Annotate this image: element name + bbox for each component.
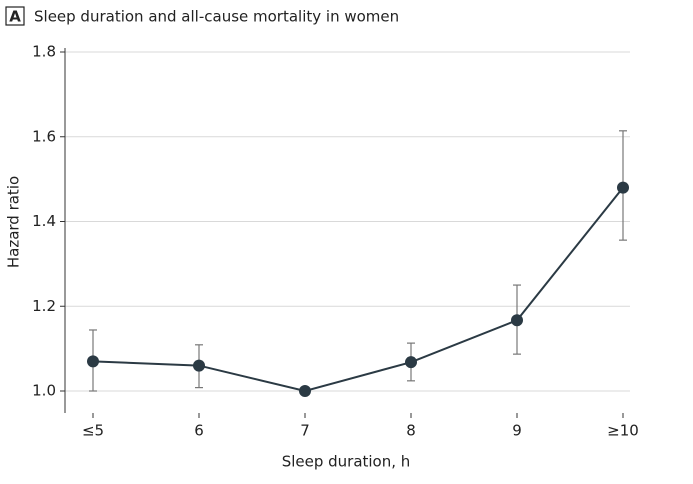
line — [92, 186, 624, 393]
point — [87, 355, 99, 368]
point — [617, 181, 629, 194]
x-tick-label: 6 — [194, 422, 204, 440]
y-axis-label: Hazard ratio — [5, 176, 23, 268]
x-tick-label: ≤5 — [82, 422, 104, 440]
y-tick-label: 1.4 — [32, 212, 56, 230]
x-axis-label: Sleep duration, h — [282, 453, 411, 471]
y-tick-label: 1.6 — [32, 127, 56, 145]
x-tick-label: ≥10 — [607, 422, 639, 440]
y-tick-label: 1.2 — [32, 297, 56, 315]
panel-label: A — [9, 8, 21, 26]
x-tick-label: 8 — [406, 422, 416, 440]
point — [511, 314, 523, 327]
point — [405, 356, 417, 369]
x-tick-label: 9 — [512, 422, 522, 440]
chart-title: Sleep duration and all-cause mortality i… — [34, 8, 399, 26]
point — [299, 385, 311, 397]
point — [193, 359, 205, 372]
panel-label-box — [5, 6, 25, 26]
x-tick-label: 7 — [300, 422, 310, 440]
y-tick-label: 1.8 — [32, 43, 56, 61]
y-tick-label: 1.0 — [32, 382, 56, 400]
